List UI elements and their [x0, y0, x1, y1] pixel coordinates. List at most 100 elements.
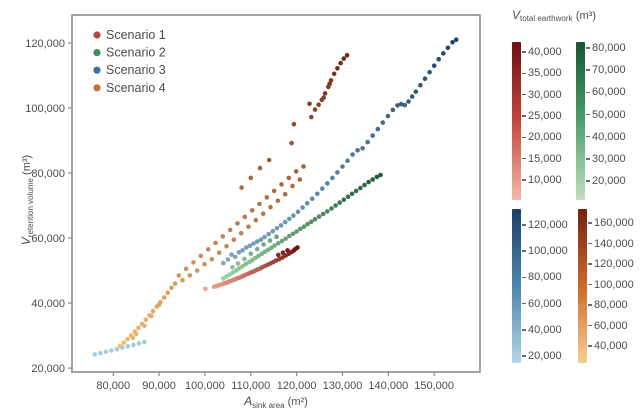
scatter-point: [290, 231, 296, 237]
scatter-point: [275, 198, 281, 203]
scatter-point: [427, 69, 432, 75]
scatter-point: [198, 253, 204, 259]
scatter-point: [243, 245, 249, 250]
scatter-point: [278, 223, 284, 228]
scatter-point: [264, 195, 270, 200]
scatter-point: [243, 261, 248, 267]
scatter-point: [131, 342, 136, 348]
scatter-point: [276, 252, 281, 258]
legend-label: Scenario 1: [106, 28, 166, 42]
scatter-point: [402, 102, 408, 108]
scatter-point: [258, 237, 264, 242]
scatter-point: [209, 256, 215, 262]
scatter-point: [238, 230, 244, 236]
scatter-point: [150, 308, 156, 314]
scatter-point: [261, 242, 266, 247]
scatter-point: [282, 219, 288, 225]
scatter-point: [130, 335, 136, 341]
scatter-point: [242, 256, 247, 262]
scatter-point: [236, 250, 242, 255]
scatter-point: [453, 37, 459, 42]
y-tick-label: 80,000: [31, 168, 65, 180]
scatter-point: [239, 185, 244, 190]
scatter-point: [247, 243, 253, 249]
scatter-point: [316, 214, 322, 219]
scatter-point: [272, 243, 277, 248]
scatter-point: [249, 257, 255, 263]
scatter-point: [246, 224, 251, 229]
scatter-point: [242, 214, 248, 220]
scatter-point: [274, 234, 279, 239]
legend-label: Scenario 2: [106, 46, 166, 60]
scatter-point: [340, 164, 345, 169]
scatter-point: [92, 352, 98, 357]
scatter-point: [202, 261, 207, 267]
scatter-point: [282, 191, 288, 197]
scatter-point: [117, 343, 123, 349]
scatter-point: [172, 281, 178, 286]
scatter-point: [232, 254, 238, 260]
scatter-point: [279, 182, 284, 187]
scatter-point: [316, 102, 321, 107]
y-tick-label: 40,000: [31, 298, 65, 310]
scatter-point: [385, 113, 391, 119]
scatter-point: [320, 186, 325, 191]
scatter-point: [304, 201, 310, 206]
scatter-point: [301, 224, 307, 229]
scatter-point: [345, 158, 350, 163]
scatter-point: [355, 148, 360, 153]
scatter-point: [271, 188, 277, 194]
series-scenario-3: [92, 37, 459, 357]
series-scenario-2: [221, 172, 383, 281]
scatter-point: [187, 273, 193, 278]
scatter-point: [274, 226, 280, 231]
scatter-point: [307, 101, 312, 107]
scatter-point: [295, 209, 301, 214]
scatter-point: [269, 245, 274, 251]
scatter-point: [289, 140, 294, 146]
scatter-point: [142, 323, 147, 329]
scatter-point: [312, 107, 318, 112]
scatter-point: [220, 234, 226, 239]
scatter-point: [143, 317, 149, 323]
x-tick-label: 150,000: [414, 380, 454, 392]
x-tick-label: 130,000: [323, 380, 363, 392]
scatter-point: [270, 228, 276, 234]
scatter-point: [329, 206, 334, 211]
scatter-point: [249, 208, 255, 213]
scatter-point: [133, 331, 139, 337]
scatter-point: [445, 45, 451, 51]
scatter-point: [409, 94, 415, 99]
legend-label: Scenario 3: [106, 63, 166, 77]
scatter-point: [266, 231, 272, 237]
scatter-point: [180, 278, 185, 283]
series-scenario-1: [203, 245, 300, 292]
scatter-point: [298, 226, 303, 232]
scatter-point: [390, 107, 396, 113]
scatter-point: [257, 165, 263, 171]
scatter-point: [345, 194, 351, 200]
scatter-point: [158, 299, 163, 305]
scatter-point: [431, 63, 437, 68]
scatter-point: [248, 251, 254, 256]
scatter-point: [335, 170, 340, 175]
scatter-point: [335, 66, 340, 71]
plot-frame: [71, 14, 481, 373]
scatter-point: [398, 101, 404, 107]
scatter-point: [125, 344, 131, 349]
scatter-point: [183, 266, 189, 272]
scatter-point: [341, 56, 347, 61]
scatter-point: [320, 211, 326, 217]
scatter-point: [362, 182, 367, 188]
scatter-point: [286, 175, 292, 181]
x-tick-label: 120,000: [277, 380, 317, 392]
scatter-point: [248, 175, 254, 181]
y-tick-label: 100,000: [25, 103, 65, 115]
scatter-point: [358, 185, 363, 191]
x-tick-label: 100,000: [185, 380, 225, 392]
scatter-point: [225, 257, 231, 262]
scatter-point: [350, 152, 355, 157]
scatter-point: [365, 139, 371, 145]
scatter-point: [418, 82, 423, 88]
scatter-point: [233, 268, 239, 273]
